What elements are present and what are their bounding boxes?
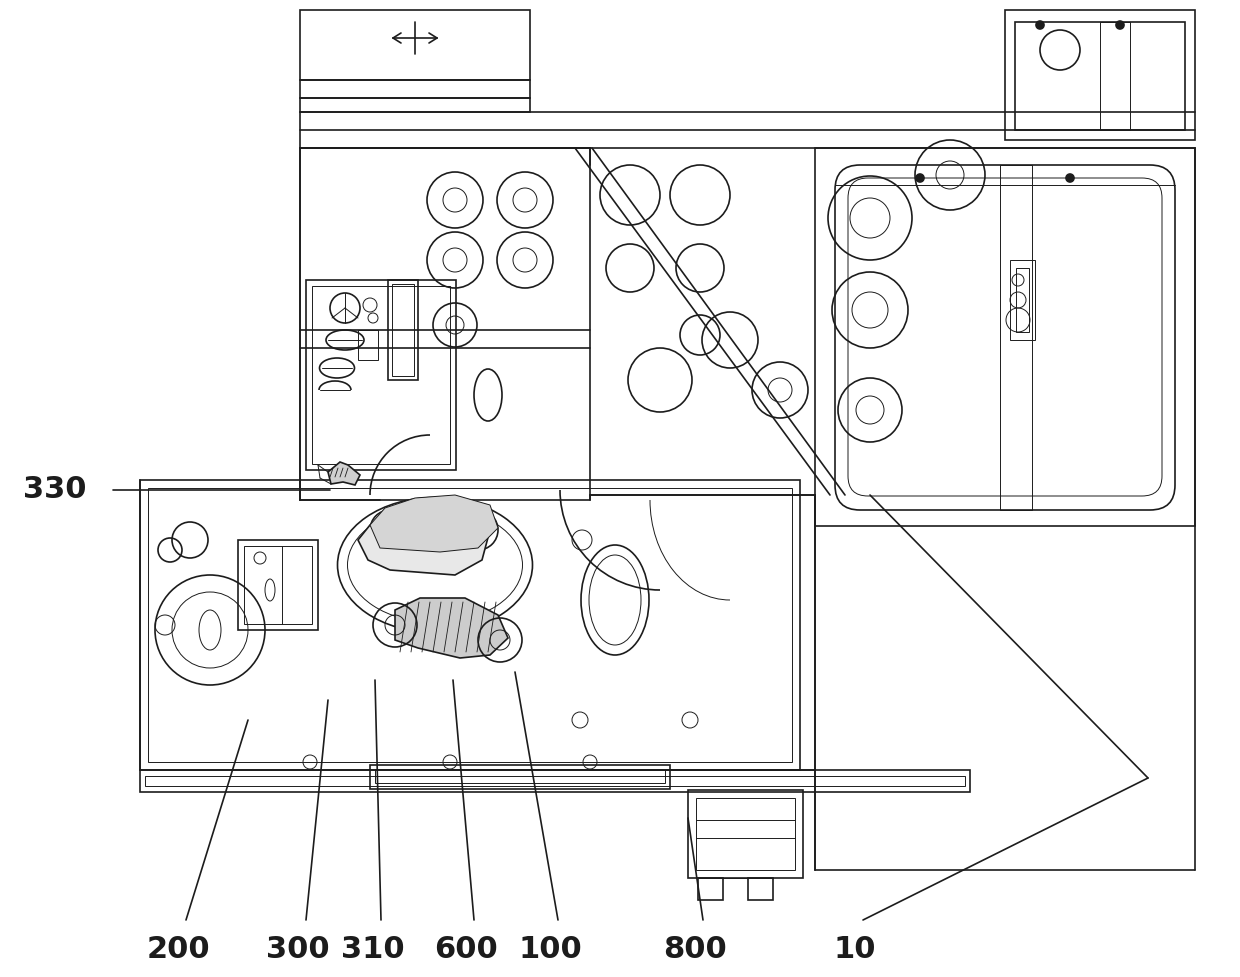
Bar xyxy=(374,769,665,783)
Bar xyxy=(300,80,529,98)
Text: 10: 10 xyxy=(833,935,877,964)
Text: 330: 330 xyxy=(24,476,87,504)
Bar xyxy=(1011,260,1035,340)
Polygon shape xyxy=(396,598,508,658)
Text: 300: 300 xyxy=(267,935,330,964)
Bar xyxy=(748,878,773,900)
Polygon shape xyxy=(370,495,498,552)
Bar xyxy=(392,284,414,376)
Bar xyxy=(398,514,420,526)
Bar xyxy=(140,480,800,770)
Bar xyxy=(815,148,1195,526)
Bar xyxy=(306,280,456,470)
Bar xyxy=(1100,22,1130,130)
Circle shape xyxy=(916,174,924,182)
Text: 200: 200 xyxy=(146,935,210,964)
Bar xyxy=(238,540,317,630)
Circle shape xyxy=(1116,21,1123,29)
Bar xyxy=(300,10,529,80)
Text: 100: 100 xyxy=(518,935,582,964)
Polygon shape xyxy=(329,462,360,485)
Bar xyxy=(140,770,970,792)
Bar xyxy=(312,286,450,464)
Bar xyxy=(1004,10,1195,140)
Circle shape xyxy=(1035,21,1044,29)
Bar xyxy=(999,165,1032,510)
Bar xyxy=(1016,268,1029,332)
Bar xyxy=(696,798,795,870)
Bar xyxy=(300,98,529,112)
Bar xyxy=(688,790,804,878)
Bar xyxy=(244,546,312,624)
Bar xyxy=(358,330,378,360)
Bar xyxy=(698,878,723,900)
Bar xyxy=(148,488,792,762)
Text: 600: 600 xyxy=(434,935,498,964)
Bar xyxy=(1016,22,1185,130)
Bar xyxy=(300,148,590,500)
Text: 310: 310 xyxy=(341,935,404,964)
Bar xyxy=(145,776,965,786)
Circle shape xyxy=(1066,174,1074,182)
Text: 800: 800 xyxy=(663,935,727,964)
Polygon shape xyxy=(358,505,490,575)
Bar xyxy=(370,765,670,789)
Bar xyxy=(388,280,418,380)
